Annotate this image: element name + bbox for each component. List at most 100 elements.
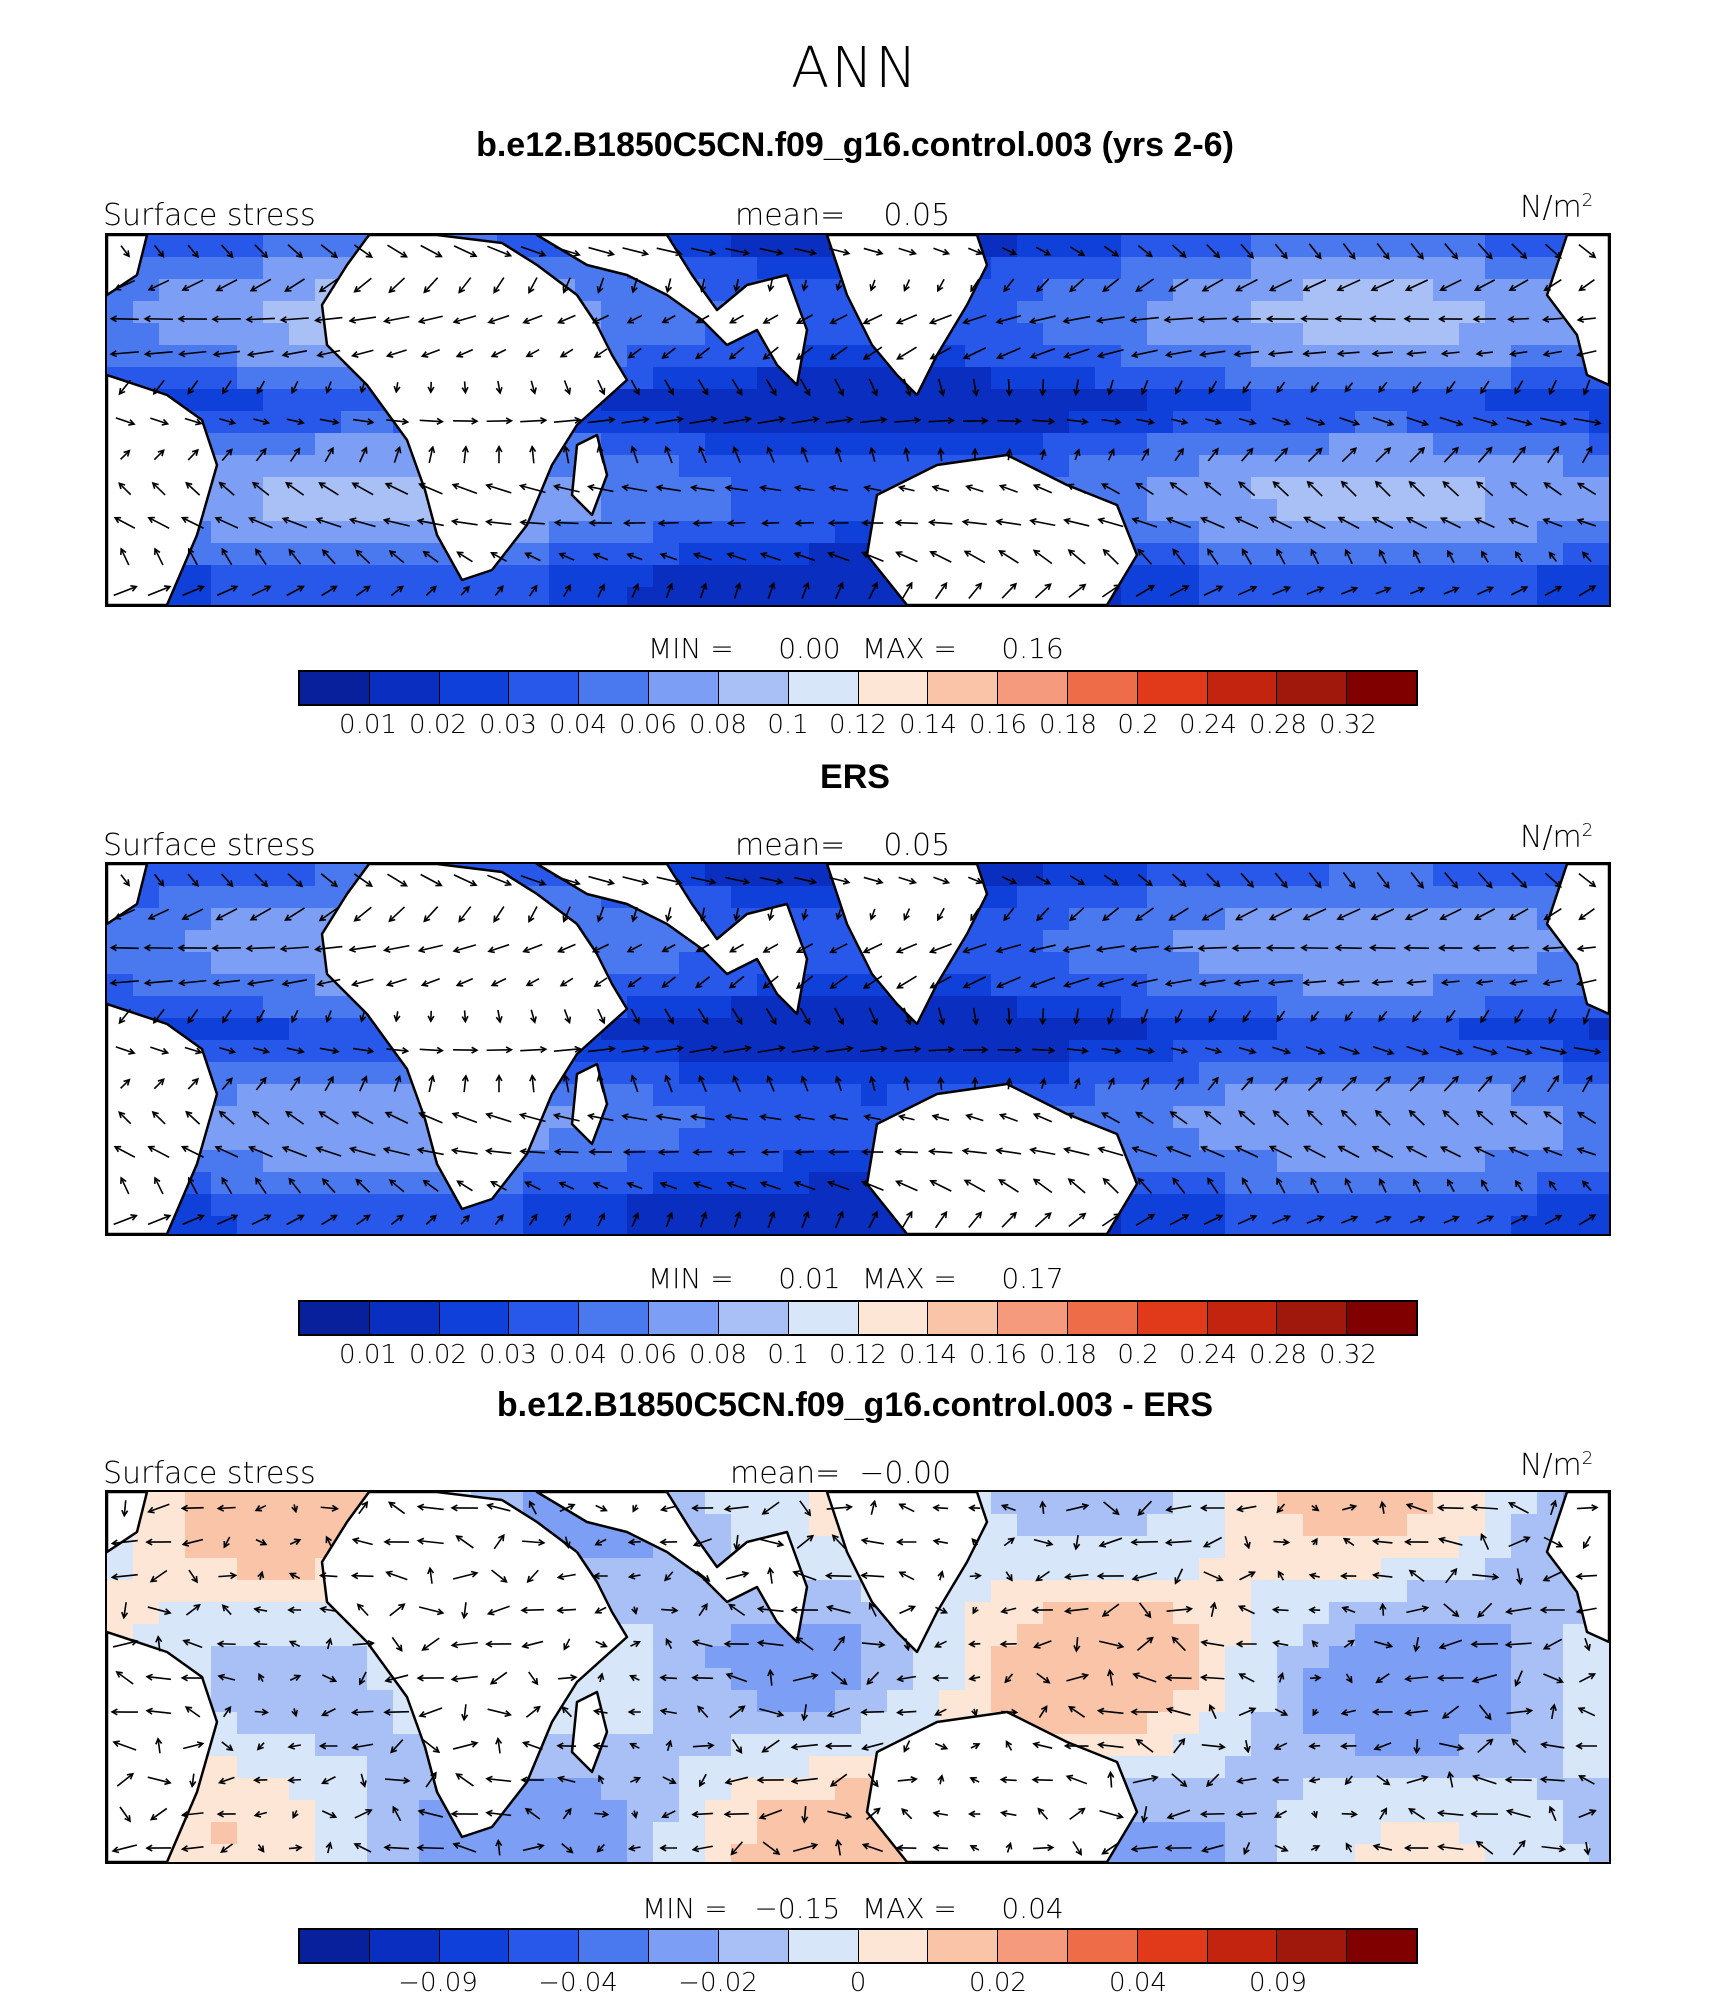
panel-3-units: N/m2 xyxy=(1520,1448,1594,1483)
colorbar-tick-label: 0.18 xyxy=(1039,1340,1097,1370)
panel-2-colorbar xyxy=(298,1300,1418,1336)
panel-2-colorbar-ticks: 0.01 0.02 0.03 0.04 0.06 0.08 0.1 0.12 0.14 0.16 0… xyxy=(0,1340,1710,1374)
colorbar-tick-label: 0.04 xyxy=(1109,1968,1167,1998)
colorbar-swatch xyxy=(1137,1930,1208,1962)
colorbar-swatch xyxy=(369,1302,440,1334)
panel-1-map xyxy=(105,233,1611,607)
colorbar-tick-label: 0.12 xyxy=(829,1340,887,1370)
colorbar-swatch xyxy=(369,672,440,704)
panel-2-title: ERS xyxy=(820,758,890,796)
colorbar-swatch xyxy=(1277,1302,1348,1334)
colorbar-swatch xyxy=(788,672,859,704)
colorbar-swatch xyxy=(439,1930,510,1962)
colorbar-swatch xyxy=(998,1302,1068,1334)
panel-1-min: MIN = 0.00 xyxy=(648,632,841,665)
panel-3-map xyxy=(105,1490,1611,1864)
colorbar-swatch xyxy=(579,1302,650,1334)
colorbar-tick-label: −0.04 xyxy=(538,1968,618,1998)
colorbar-tick-label: 0.2 xyxy=(1117,710,1159,740)
colorbar-tick-label: 0.32 xyxy=(1319,710,1377,740)
colorbar-tick-label: 0.06 xyxy=(619,1340,677,1370)
colorbar-swatch xyxy=(649,672,719,704)
colorbar-tick-label: 0.06 xyxy=(619,710,677,740)
figure-title: ANN xyxy=(790,36,920,101)
colorbar-swatch xyxy=(300,1302,370,1334)
colorbar-swatch xyxy=(1207,1302,1278,1334)
colorbar-tick-label: 0.1 xyxy=(767,710,809,740)
colorbar-swatch xyxy=(300,672,370,704)
panel-2-mean: mean= 0.05 xyxy=(735,828,951,863)
colorbar-swatch xyxy=(1067,672,1138,704)
colorbar-tick-label: 0.01 xyxy=(339,710,397,740)
colorbar-swatch xyxy=(718,672,789,704)
colorbar-swatch xyxy=(649,1302,719,1334)
colorbar-swatch xyxy=(858,672,929,704)
panel-3-title: b.e12.B1850C5CN.f09_g16.control.003 - ER… xyxy=(496,1386,1214,1424)
colorbar-swatch xyxy=(1277,672,1348,704)
colorbar-swatch xyxy=(579,672,650,704)
colorbar-tick-label: 0.24 xyxy=(1179,710,1237,740)
colorbar-tick-label: 0.28 xyxy=(1249,710,1307,740)
colorbar-tick-label: 0.32 xyxy=(1319,1340,1377,1370)
colorbar-tick-label: 0.14 xyxy=(899,1340,957,1370)
colorbar-swatch xyxy=(858,1930,929,1962)
panel-2-variable-label: Surface stress xyxy=(103,828,316,863)
colorbar-swatch xyxy=(1067,1930,1138,1962)
colorbar-swatch xyxy=(439,1302,510,1334)
panel-2-min: MIN = 0.01 xyxy=(648,1262,841,1295)
colorbar-swatch xyxy=(858,1302,929,1334)
colorbar-tick-label: 0.14 xyxy=(899,710,957,740)
colorbar-tick-label: 0.16 xyxy=(969,710,1027,740)
colorbar-swatch xyxy=(928,672,999,704)
colorbar-tick-label: 0.03 xyxy=(479,710,537,740)
colorbar-tick-label: 0.03 xyxy=(479,1340,537,1370)
panel-1-title: b.e12.B1850C5CN.f09_g16.control.003 (yrs… xyxy=(476,126,1234,164)
colorbar-swatch xyxy=(579,1930,650,1962)
colorbar-swatch xyxy=(928,1302,999,1334)
colorbar-swatch xyxy=(1207,672,1278,704)
colorbar-swatch xyxy=(1347,1302,1416,1334)
colorbar-tick-label: 0.1 xyxy=(767,1340,809,1370)
panel-3-max: MAX = 0.04 xyxy=(862,1892,1064,1925)
panel-1-colorbar-ticks: 0.01 0.02 0.03 0.04 0.06 0.08 0.1 0.12 0.14 0.16 0… xyxy=(0,710,1710,744)
colorbar-swatch xyxy=(998,672,1068,704)
colorbar-swatch xyxy=(439,672,510,704)
colorbar-tick-label: 0.08 xyxy=(689,710,747,740)
colorbar-swatch xyxy=(509,1302,580,1334)
panel-3-colorbar-ticks: −0.09 −0.04 −0.02 0 0.02 0.04 0.09 xyxy=(0,1968,1710,2002)
colorbar-tick-label: 0 xyxy=(849,1968,867,1998)
colorbar-tick-label: 0.04 xyxy=(549,1340,607,1370)
colorbar-swatch xyxy=(998,1930,1068,1962)
colorbar-tick-label: 0.01 xyxy=(339,1340,397,1370)
colorbar-tick-label: −0.02 xyxy=(678,1968,758,1998)
panel-2-max: MAX = 0.17 xyxy=(862,1262,1064,1295)
panel-3-mean: mean= −0.00 xyxy=(730,1456,952,1491)
colorbar-tick-label: 0.08 xyxy=(689,1340,747,1370)
colorbar-tick-label: 0.02 xyxy=(969,1968,1027,1998)
panel-3-variable-label: Surface stress xyxy=(103,1456,316,1491)
colorbar-tick-label: 0.18 xyxy=(1039,710,1097,740)
colorbar-swatch xyxy=(1277,1930,1348,1962)
colorbar-swatch xyxy=(509,1930,580,1962)
colorbar-swatch xyxy=(788,1930,859,1962)
colorbar-tick-label: 0.2 xyxy=(1117,1340,1159,1370)
colorbar-swatch xyxy=(509,672,580,704)
colorbar-swatch xyxy=(1207,1930,1278,1962)
colorbar-swatch xyxy=(1137,672,1208,704)
panel-1-units: N/m2 xyxy=(1520,190,1594,225)
colorbar-tick-label: 0.28 xyxy=(1249,1340,1307,1370)
panel-1-mean: mean= 0.05 xyxy=(735,198,951,233)
colorbar-tick-label: 0.02 xyxy=(409,710,467,740)
colorbar-swatch xyxy=(1067,1302,1138,1334)
panel-2-map xyxy=(105,862,1611,1236)
panel-3-min: MIN = −0.15 xyxy=(642,1892,841,1925)
colorbar-tick-label: 0.02 xyxy=(409,1340,467,1370)
colorbar-tick-label: 0.24 xyxy=(1179,1340,1237,1370)
colorbar-tick-label: 0.04 xyxy=(549,710,607,740)
colorbar-swatch xyxy=(369,1930,440,1962)
colorbar-swatch xyxy=(1347,1930,1416,1962)
colorbar-swatch xyxy=(1347,672,1416,704)
colorbar-tick-label: 0.16 xyxy=(969,1340,1027,1370)
panel-3-colorbar xyxy=(298,1928,1418,1964)
colorbar-swatch xyxy=(718,1302,789,1334)
